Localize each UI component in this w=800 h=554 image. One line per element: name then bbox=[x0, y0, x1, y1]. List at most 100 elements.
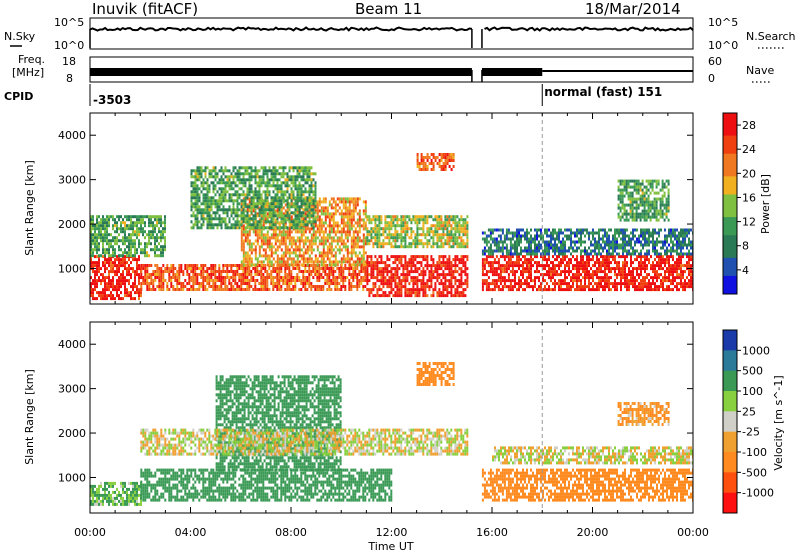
heatmap-cell bbox=[526, 270, 528, 274]
heatmap-cell bbox=[436, 230, 439, 234]
heatmap-cell bbox=[262, 226, 265, 230]
heatmap-cell bbox=[120, 261, 122, 265]
heatmap-cell bbox=[128, 215, 130, 219]
heatmap-cell bbox=[430, 236, 433, 240]
heatmap-cell bbox=[270, 251, 273, 255]
heatmap-cell bbox=[266, 288, 269, 291]
heatmap-cell bbox=[150, 236, 152, 240]
heatmap-cell bbox=[452, 264, 455, 268]
heatmap-cell bbox=[546, 288, 548, 292]
heatmap-cell bbox=[584, 282, 586, 286]
heatmap-cell bbox=[446, 291, 449, 295]
heatmap-cell bbox=[438, 221, 441, 225]
heatmap-cell bbox=[134, 254, 136, 258]
heatmap-cell bbox=[418, 233, 421, 237]
heatmap-cell bbox=[568, 264, 570, 268]
heatmap-cell bbox=[444, 294, 447, 298]
heatmap-cell bbox=[124, 224, 126, 228]
heatmap-cell bbox=[200, 282, 203, 285]
heatmap-cell bbox=[404, 279, 407, 283]
heatmap-cell bbox=[308, 257, 311, 261]
heatmap-cell bbox=[92, 261, 94, 265]
heatmap-cell bbox=[342, 206, 345, 210]
heatmap-cell bbox=[420, 261, 423, 265]
heatmap-cell bbox=[250, 279, 253, 282]
heatmap-cell bbox=[368, 288, 371, 292]
heatmap-cell bbox=[302, 263, 305, 267]
heatmap-cell bbox=[268, 169, 271, 173]
heatmap-cell bbox=[198, 288, 201, 291]
heatmap-cell bbox=[234, 273, 237, 276]
heatmap-cell bbox=[242, 257, 245, 261]
heatmap-cell bbox=[246, 288, 249, 291]
heatmap-cell bbox=[424, 162, 427, 165]
heatmap-cell bbox=[338, 267, 341, 270]
heatmap-cell bbox=[362, 233, 365, 237]
heatmap-cell bbox=[538, 276, 540, 280]
heatmap-cell bbox=[394, 291, 397, 295]
heatmap-cell bbox=[342, 285, 345, 288]
heatmap-cell bbox=[294, 223, 297, 227]
heatmap-cell bbox=[302, 220, 305, 224]
heatmap-cell bbox=[434, 156, 437, 159]
heatmap-cell bbox=[228, 288, 231, 291]
heatmap-cell bbox=[464, 242, 467, 246]
heatmap-cell bbox=[446, 273, 449, 277]
heatmap-cell bbox=[438, 261, 441, 265]
heatmap-cell bbox=[108, 273, 110, 277]
heatmap-cell bbox=[202, 220, 205, 224]
heatmap-cell bbox=[602, 288, 604, 292]
heatmap-cell bbox=[485, 285, 488, 289]
heatmap-cell bbox=[338, 239, 341, 243]
heatmap-cell bbox=[462, 261, 465, 265]
heatmap-cell bbox=[560, 264, 562, 268]
heatmap-cell bbox=[206, 270, 209, 273]
heatmap-cell bbox=[344, 200, 347, 204]
heatmap-cell bbox=[240, 203, 243, 207]
nave-label: Nave bbox=[746, 64, 774, 77]
heatmap-cell bbox=[493, 279, 496, 283]
heatmap-cell bbox=[330, 227, 333, 231]
heatmap-cell bbox=[244, 282, 247, 285]
heatmap-cell bbox=[240, 239, 243, 243]
heatmap-cell bbox=[188, 288, 191, 291]
heatmap-cell bbox=[208, 282, 211, 285]
heatmap-cell bbox=[202, 217, 205, 221]
heatmap-cell bbox=[556, 282, 558, 286]
heatmap-cell bbox=[102, 273, 104, 277]
heatmap-cell bbox=[212, 273, 215, 276]
heatmap-cell bbox=[194, 178, 197, 182]
heatmap-cell bbox=[450, 159, 453, 162]
heatmap-cell bbox=[300, 248, 303, 252]
heatmap-cell bbox=[318, 264, 321, 267]
heatmap-cell bbox=[298, 196, 301, 200]
heatmap-cell bbox=[298, 230, 301, 234]
heatmap-cell bbox=[582, 270, 584, 274]
heatmap-cell bbox=[438, 233, 441, 237]
heatmap-cell bbox=[406, 294, 409, 298]
heatmap-cell bbox=[136, 218, 138, 222]
heatmap-cell bbox=[288, 288, 291, 291]
heatmap-cell bbox=[424, 288, 427, 292]
heatmap-cell bbox=[414, 242, 417, 246]
heatmap-cell bbox=[310, 206, 313, 210]
heatmap-cell bbox=[164, 239, 166, 243]
heatmap-cell bbox=[236, 172, 239, 176]
heatmap-cell bbox=[108, 215, 110, 219]
heatmap-cell bbox=[118, 297, 120, 301]
heatmap-cell bbox=[132, 221, 134, 225]
heatmap-cell bbox=[434, 276, 437, 280]
heatmap-cell bbox=[456, 242, 459, 246]
heatmap-cell bbox=[270, 233, 273, 237]
heatmap-cell bbox=[214, 267, 217, 270]
heatmap-cell bbox=[120, 258, 122, 262]
heatmap-cell bbox=[446, 261, 449, 265]
heatmap-cell bbox=[260, 285, 263, 288]
heatmap-cell bbox=[430, 230, 433, 234]
heatmap-cell bbox=[396, 288, 399, 292]
heatmap-cell bbox=[202, 196, 205, 200]
heatmap-cell bbox=[268, 211, 271, 215]
heatmap-cell bbox=[298, 254, 301, 258]
heatmap-cell bbox=[501, 270, 504, 274]
heatmap-cell bbox=[420, 255, 423, 259]
